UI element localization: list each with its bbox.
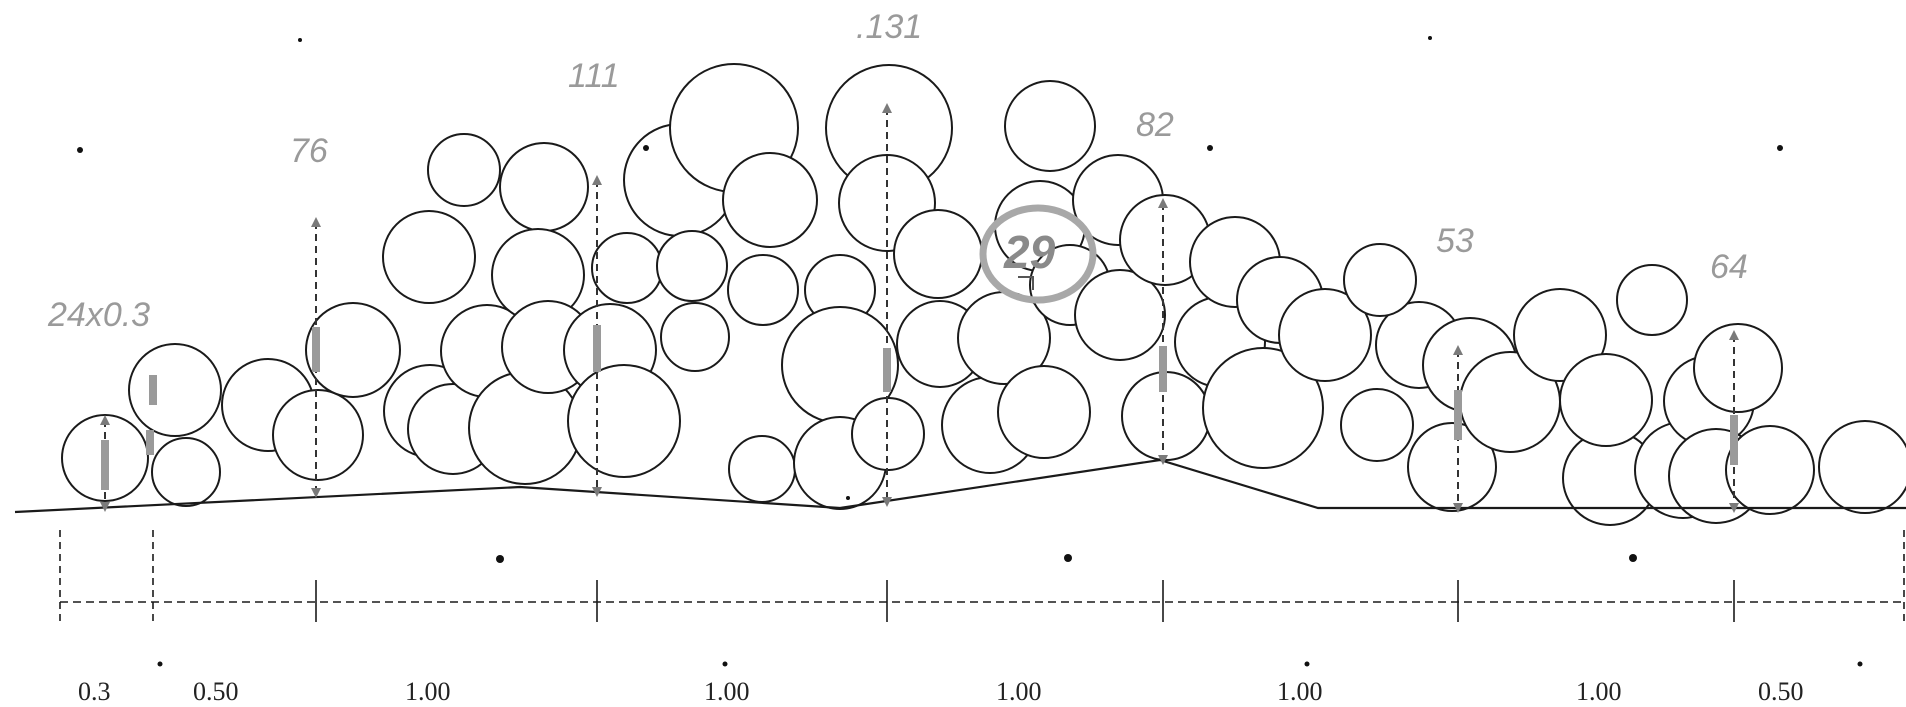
circle [305,302,401,398]
width-label-7: 1.00 [1576,677,1622,706]
circle [1004,80,1096,172]
circle [1340,388,1414,462]
circle [727,254,799,326]
circle [722,152,818,248]
dimension-line [59,530,1905,622]
circle [591,232,663,304]
circle [1202,347,1324,469]
circle [499,142,589,232]
height-label-5: 82 [1136,106,1174,144]
circle [1513,288,1607,382]
circle [1725,425,1815,515]
width-label-1: 0.3 [78,677,111,706]
height-label-2: 76 [290,132,328,170]
width-label-4: 1.00 [704,677,750,706]
circle [1818,420,1906,514]
circle [1407,422,1497,512]
height-label-7: 64 [1710,248,1748,286]
height-label-4: .131 [856,8,922,46]
circle [997,365,1091,459]
height-label-1: 24x0.3 [47,296,150,334]
circle [128,343,222,437]
circle [382,210,476,304]
circle [728,435,796,503]
circle [656,230,728,302]
width-label-6: 1.00 [1277,677,1323,706]
circle [567,364,681,478]
circle [1616,264,1688,336]
badge: 29 [979,204,1097,304]
badge-label: 29 [1003,226,1056,278]
circle [1559,353,1653,447]
circle [427,133,501,207]
circle [893,209,983,299]
width-label-3: 1.00 [405,677,451,706]
circle [1693,323,1783,413]
circle [1278,288,1372,382]
circle [1343,243,1417,317]
ground-profile [14,458,1906,514]
circle-pile [61,63,1906,526]
circle [272,389,364,481]
height-arrows [100,103,1739,513]
scan-specks [77,36,1863,667]
height-label-6: 53 [1436,222,1474,260]
width-label-2: 0.50 [193,677,239,706]
width-label-8: 0.50 [1758,677,1804,706]
height-label-3: 111 [568,57,620,95]
circle [151,437,221,507]
circle [660,302,730,372]
width-label-5: 1.00 [996,677,1042,706]
